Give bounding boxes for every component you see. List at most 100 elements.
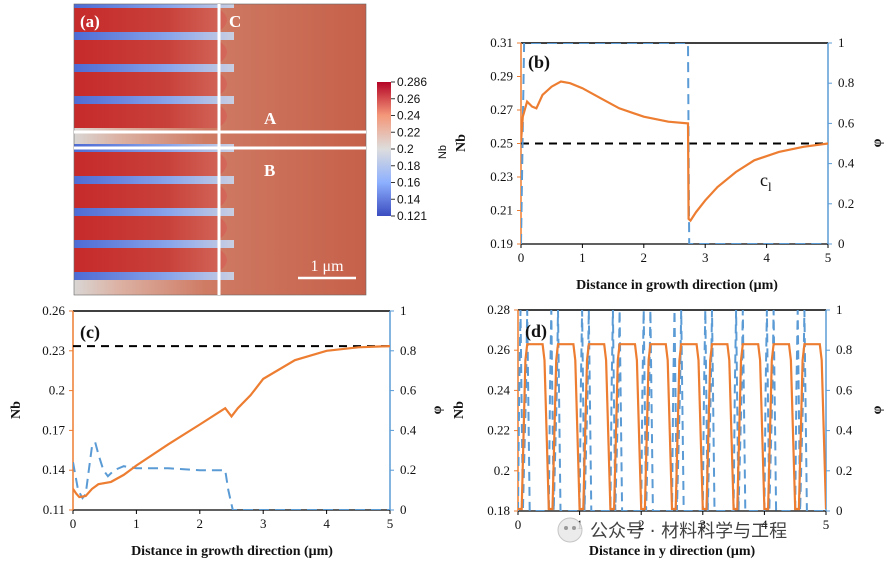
wechat-icon [557, 517, 583, 543]
panel-b-y2label: φ [870, 138, 885, 147]
y2-tick-label: 0.4 [836, 423, 853, 438]
panel-c-phi-line [73, 440, 390, 510]
panel-d-xlabel: Distance in y direction (μm) [589, 544, 756, 559]
interdendritic-gap [74, 32, 234, 40]
watermark: 公众号 · 材料科学与工程 [557, 517, 787, 543]
y2-tick-label: 1 [400, 303, 407, 318]
interdendritic-gap [74, 208, 234, 216]
colorbar-tick-label: 0.16 [397, 176, 421, 190]
y-tick-label: 0.26 [487, 342, 510, 357]
x-tick-label: 5 [823, 517, 830, 532]
colorbar-tick-label: 0.14 [397, 192, 421, 206]
panel-b-label: (b) [528, 52, 550, 73]
x-tick-label: 4 [323, 516, 330, 531]
y-tick-label: 0.28 [487, 302, 510, 317]
x-tick-label: 0 [515, 517, 522, 532]
x-tick-label: 0 [518, 250, 525, 265]
wechat-icon-eye-left [564, 526, 568, 530]
dendrite [74, 8, 227, 32]
panel-d-nb-line [518, 343, 826, 511]
x-tick-label: 3 [700, 517, 707, 532]
y2-tick-label: 0.4 [400, 422, 417, 437]
y2-tick-label: 0.2 [400, 462, 416, 477]
panel-b-annotation: cl [760, 170, 772, 194]
line-a-label: A [264, 109, 277, 128]
colorbar-title: Nb [437, 145, 449, 159]
x-tick-label: 4 [763, 250, 770, 265]
wechat-icon-eye-right [572, 526, 576, 530]
x-tick-label: 4 [761, 517, 768, 532]
y-tick-label: 0.31 [490, 35, 513, 50]
x-tick-label: 2 [638, 517, 645, 532]
y-tick-label: 0.21 [490, 203, 513, 218]
y2-tick-label: 0.8 [838, 75, 854, 90]
dendrite [74, 216, 227, 240]
y2-tick-label: 0 [836, 503, 843, 518]
y-tick-label: 0.24 [487, 382, 510, 397]
panel-c-y2label: φ [430, 405, 445, 414]
colorbar-tick-label: 0.24 [397, 109, 421, 123]
scale-bar-label: 1 μm [310, 258, 344, 275]
y2-tick-label: 0.6 [838, 115, 855, 130]
y2-tick-label: 0 [838, 236, 845, 251]
panel-b-ylabel: Nb [454, 134, 469, 152]
panel-c-axes: 0 1 2 3 4 5 0.11 0.14 0.17 0.2 0.23 0.26 0 0.2 0.4 0.6 0… [42, 303, 417, 531]
x-tick-label: 3 [702, 250, 709, 265]
y-tick-label: 0.2 [494, 463, 510, 478]
y-tick-label: 0.19 [490, 236, 513, 251]
y2-tick-label: 0.6 [836, 382, 853, 397]
y-tick-label: 0.29 [490, 69, 513, 84]
interdendritic-gap [74, 4, 234, 8]
line-b-label: B [264, 161, 275, 180]
y-tick-label: 0.22 [487, 423, 510, 438]
y2-tick-label: 0.8 [400, 343, 416, 358]
x-tick-label: 3 [260, 516, 267, 531]
colorbar-tick-label: 0.121 [397, 209, 427, 223]
interdendritic-gap [74, 272, 234, 280]
colorbar-tick-label: 0.2 [397, 142, 414, 156]
line-c-label: C [229, 12, 241, 31]
panel-c: 0 1 2 3 4 5 0.11 0.14 0.17 0.2 0.23 0.26 0 0.2 0.4 0.6 0… [9, 303, 445, 559]
y2-tick-label: 1 [838, 35, 845, 50]
y-tick-label: 0.25 [490, 136, 513, 151]
y-tick-label: 0.2 [49, 383, 65, 398]
y-tick-label: 0.27 [490, 102, 513, 117]
panel-c-nb-line [73, 345, 390, 499]
x-tick-label: 5 [825, 250, 832, 265]
y2-tick-label: 0.2 [838, 196, 854, 211]
x-tick-label: 2 [641, 250, 648, 265]
interdendritic-gap [74, 64, 234, 72]
panel-c-ylabel: Nb [9, 401, 24, 419]
interdendritic-gap [74, 176, 234, 184]
colorbar-tick-label: 0.286 [397, 75, 427, 89]
dendrite [74, 40, 227, 64]
panel-b-axes: 0 1 2 3 4 5 0.19 0.21 0.23 0.25 0.27 0.29 0.31 0 0.2 0.… [490, 35, 855, 265]
x-tick-label: 1 [133, 516, 140, 531]
panel-b-phi-line [521, 43, 828, 244]
panel-b-nb-line [521, 80, 828, 223]
dendrite [74, 184, 227, 208]
panel-d-phi-line [518, 310, 826, 511]
watermark-text: 公众号 · 材料科学与工程 [590, 521, 787, 542]
y-tick-label: 0.23 [42, 343, 65, 358]
panel-d-label: (d) [525, 321, 547, 342]
y2-tick-label: 0.4 [838, 156, 855, 171]
panel-d-y2label: φ [870, 405, 885, 414]
panel-a-label: (a) [80, 12, 100, 31]
panel-d: 0 1 2 3 4 5 0.18 0.2 0.22 0.24 0.26 0.28 0 0.2 0.4 0.6 0… [452, 302, 885, 559]
y-tick-label: 0.14 [42, 462, 65, 477]
colorbar-tick-label: 0.26 [397, 92, 421, 106]
interdendritic-gap [74, 96, 234, 104]
x-tick-label: 1 [579, 250, 586, 265]
y-tick-label: 0.18 [487, 503, 510, 518]
interdendritic-gap [74, 240, 234, 248]
panel-c-xlabel: Distance in growth direction (μm) [131, 544, 333, 559]
panel-b-xlabel: Distance in growth direction (μm) [576, 278, 778, 293]
y2-tick-label: 0.8 [836, 342, 852, 357]
panel-d-ylabel: Nb [452, 401, 467, 419]
x-tick-label: 2 [197, 516, 204, 531]
colorbar [377, 82, 391, 216]
dendrite [74, 248, 227, 272]
y2-tick-label: 0.6 [400, 383, 417, 398]
